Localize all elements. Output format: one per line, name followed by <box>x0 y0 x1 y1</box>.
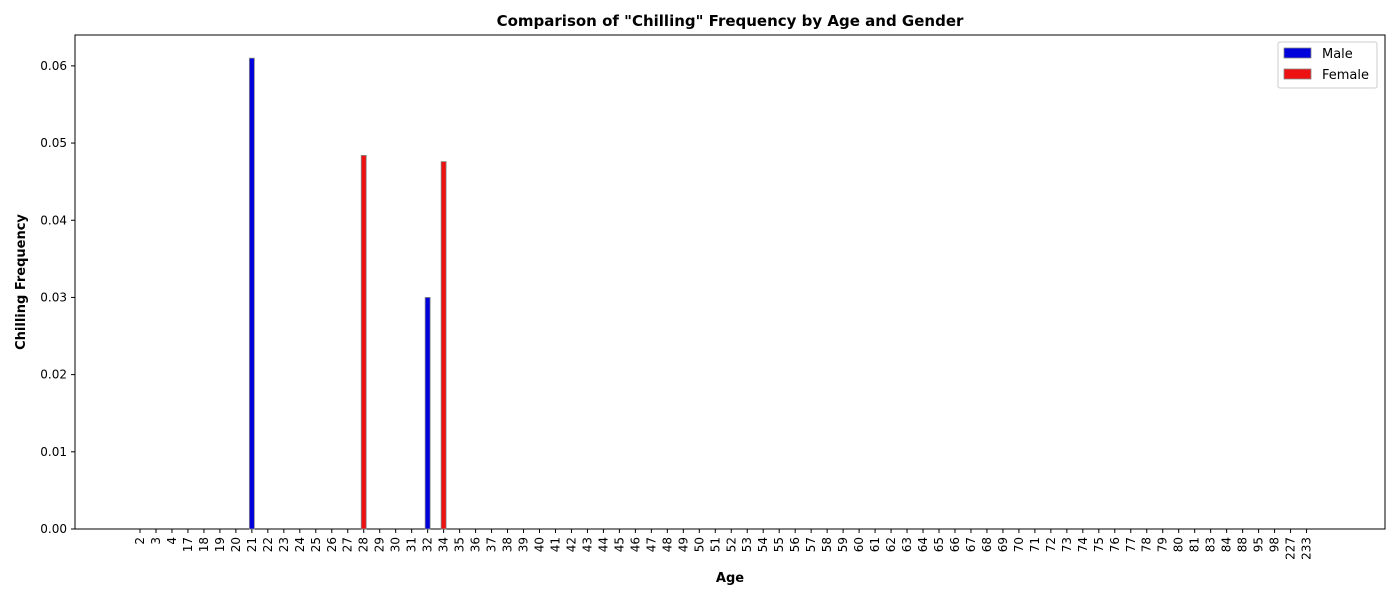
x-tick-label: 27 <box>341 537 355 552</box>
x-tick-label: 26 <box>325 537 339 552</box>
x-tick-label: 22 <box>261 537 275 552</box>
y-tick-label: 0.06 <box>40 59 67 73</box>
legend-label-male: Male <box>1322 47 1353 62</box>
x-tick-label: 227 <box>1284 537 1298 560</box>
x-tick-label: 36 <box>469 537 483 552</box>
x-tick-label: 54 <box>756 537 770 552</box>
x-tick-label: 38 <box>501 537 515 552</box>
x-axis: 2 3 4 17 18 19 20 21 22 23 24 25 26 27 28 29 30 31 32 34 35 3… <box>133 529 1314 560</box>
chart-title: Comparison of "Chilling" Frequency by Ag… <box>497 12 964 30</box>
legend: Male Female <box>1277 41 1378 89</box>
x-tick-label: 88 <box>1236 537 1250 552</box>
x-tick-label: 65 <box>932 537 946 552</box>
x-tick-label: 20 <box>229 537 243 552</box>
y-tick-label: 0.00 <box>40 522 67 536</box>
legend-label-female: Female <box>1322 68 1369 83</box>
x-axis-title: Age <box>716 571 744 586</box>
y-axis-title: Chilling Frequency <box>14 214 29 350</box>
x-tick-label: 37 <box>485 537 499 552</box>
y-tick-label: 0.04 <box>40 213 67 227</box>
x-tick-label: 28 <box>357 537 371 552</box>
x-tick-label: 23 <box>277 537 291 552</box>
x-tick-label: 72 <box>1044 537 1058 552</box>
x-tick-label: 67 <box>964 537 978 552</box>
x-tick-label: 18 <box>197 537 211 552</box>
x-tick-label: 29 <box>373 537 387 552</box>
x-tick-label: 74 <box>1076 537 1090 552</box>
x-tick-label: 98 <box>1268 537 1282 552</box>
x-tick-label: 30 <box>389 537 403 552</box>
x-tick-label: 76 <box>1108 537 1122 552</box>
x-tick-label: 60 <box>852 537 866 552</box>
x-tick-label: 49 <box>676 537 690 552</box>
x-tick-label: 79 <box>1156 537 1170 552</box>
x-tick-label: 40 <box>533 537 547 552</box>
bar-female-34 <box>440 161 447 530</box>
x-tick-label: 21 <box>245 537 259 552</box>
plot-frame <box>74 34 1386 530</box>
x-tick-label: 31 <box>405 537 419 552</box>
x-tick-label: 48 <box>660 537 674 552</box>
x-tick-label: 24 <box>293 537 307 552</box>
x-tick-label: 4 <box>165 537 179 545</box>
x-tick-label: 44 <box>596 537 610 552</box>
x-tick-label: 52 <box>724 537 738 552</box>
x-tick-label: 53 <box>740 537 754 552</box>
x-tick-label: 41 <box>548 537 562 552</box>
x-tick-label: 63 <box>900 537 914 552</box>
x-tick-label: 70 <box>1012 537 1026 552</box>
x-tick-label: 43 <box>580 537 594 552</box>
y-tick-label: 0.05 <box>40 136 67 150</box>
y-axis: 0.00 0.01 0.02 0.03 0.04 0.05 0.06 <box>40 59 75 536</box>
x-tick-label: 50 <box>692 537 706 552</box>
x-tick-label: 47 <box>644 537 658 552</box>
x-tick-label: 95 <box>1252 537 1266 552</box>
x-tick-label: 45 <box>612 537 626 552</box>
x-tick-label: 61 <box>868 537 882 552</box>
y-tick-label: 0.03 <box>40 290 67 304</box>
x-tick-label: 39 <box>517 537 531 552</box>
x-tick-label: 55 <box>772 537 786 552</box>
x-tick-label: 57 <box>804 537 818 552</box>
legend-swatch-female <box>1283 68 1312 80</box>
x-tick-label: 233 <box>1300 537 1314 560</box>
x-tick-label: 34 <box>437 537 451 552</box>
x-tick-label: 46 <box>628 537 642 552</box>
x-tick-label: 78 <box>1140 537 1154 552</box>
x-tick-label: 42 <box>564 537 578 552</box>
x-tick-label: 81 <box>1188 537 1202 552</box>
x-tick-label: 66 <box>948 537 962 552</box>
y-tick-label: 0.02 <box>40 368 67 382</box>
bar-female-28 <box>360 155 367 530</box>
x-tick-label: 69 <box>996 537 1010 552</box>
x-tick-label: 51 <box>708 537 722 552</box>
legend-swatch-male <box>1283 47 1312 59</box>
x-tick-label: 3 <box>149 537 163 545</box>
x-tick-label: 59 <box>836 537 850 552</box>
x-tick-label: 56 <box>788 537 802 552</box>
x-tick-label: 71 <box>1028 537 1042 552</box>
x-tick-label: 64 <box>916 537 930 552</box>
x-tick-label: 68 <box>980 537 994 552</box>
y-tick-label: 0.01 <box>40 445 67 459</box>
x-tick-label: 35 <box>453 537 467 552</box>
bar-male-21 <box>248 57 255 530</box>
x-tick-label: 83 <box>1204 537 1218 552</box>
x-tick-label: 17 <box>181 537 195 552</box>
x-tick-label: 73 <box>1060 537 1074 552</box>
x-tick-label: 2 <box>133 537 147 545</box>
x-tick-label: 19 <box>213 537 227 552</box>
x-tick-label: 25 <box>309 537 323 552</box>
x-tick-label: 75 <box>1092 537 1106 552</box>
bars <box>248 57 447 530</box>
bar-male-32 <box>424 297 431 530</box>
x-tick-label: 58 <box>820 537 834 552</box>
x-tick-label: 84 <box>1220 537 1234 552</box>
x-tick-label: 77 <box>1124 537 1138 552</box>
x-tick-label: 32 <box>421 537 435 552</box>
x-tick-label: 62 <box>884 537 898 552</box>
x-tick-label: 80 <box>1172 537 1186 552</box>
